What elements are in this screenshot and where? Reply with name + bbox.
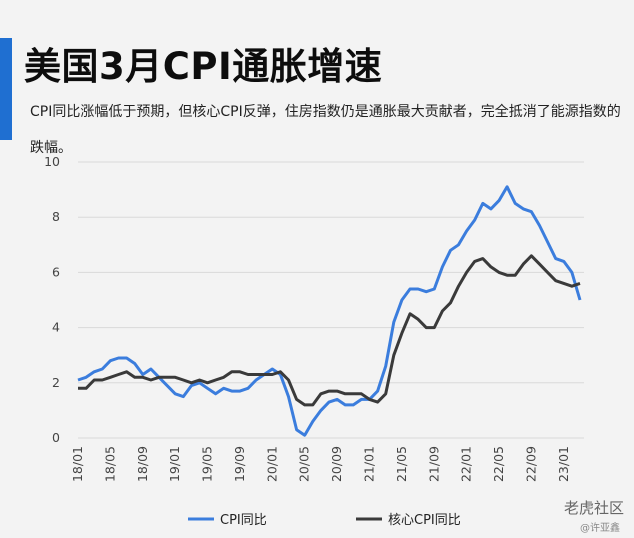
core-cpi-series-line xyxy=(78,254,581,407)
watermark-author: @许亚鑫 xyxy=(580,523,620,534)
x-tick-label: 20/05 xyxy=(297,446,312,482)
y-tick-label: 4 xyxy=(52,320,60,335)
watermark-text: 老虎社区 xyxy=(563,499,624,517)
x-tick-label: 18/09 xyxy=(135,446,150,482)
x-tick-label: 19/01 xyxy=(167,446,182,482)
y-tick-label: 8 xyxy=(52,209,60,224)
x-tick-label: 20/01 xyxy=(264,446,279,482)
y-tick-label: 6 xyxy=(52,264,60,279)
page-subtitle: CPI同比涨幅低于预期，但核心CPI反弹，住房指数仍是通胀最大贡献者，完全抵消了… xyxy=(30,104,621,156)
x-tick-label: 21/09 xyxy=(426,446,441,482)
y-tick-label: 0 xyxy=(52,430,60,445)
x-tick-label: 22/01 xyxy=(459,446,474,482)
x-tick-label: 22/05 xyxy=(491,446,506,482)
x-tick-label: 19/05 xyxy=(200,446,215,482)
y-tick-label: 10 xyxy=(44,154,60,169)
legend-label: 核心CPI同比 xyxy=(388,513,461,528)
x-tick-label: 21/01 xyxy=(361,446,376,482)
x-tick-label: 18/01 xyxy=(70,446,85,482)
x-tick-label: 22/09 xyxy=(523,446,538,482)
cpi-series-line xyxy=(77,185,582,437)
legend-label: CPI同比 xyxy=(220,513,267,528)
title-accent-bar xyxy=(0,38,12,140)
y-tick-label: 2 xyxy=(52,375,60,390)
x-tick-label: 21/05 xyxy=(394,446,409,482)
x-tick-label: 18/05 xyxy=(102,446,117,482)
x-tick-label: 23/01 xyxy=(556,446,571,482)
page-title: 美国3月CPI通胀增速 xyxy=(24,45,383,88)
x-tick-label: 20/09 xyxy=(329,446,344,482)
x-tick-label: 19/09 xyxy=(232,446,247,482)
